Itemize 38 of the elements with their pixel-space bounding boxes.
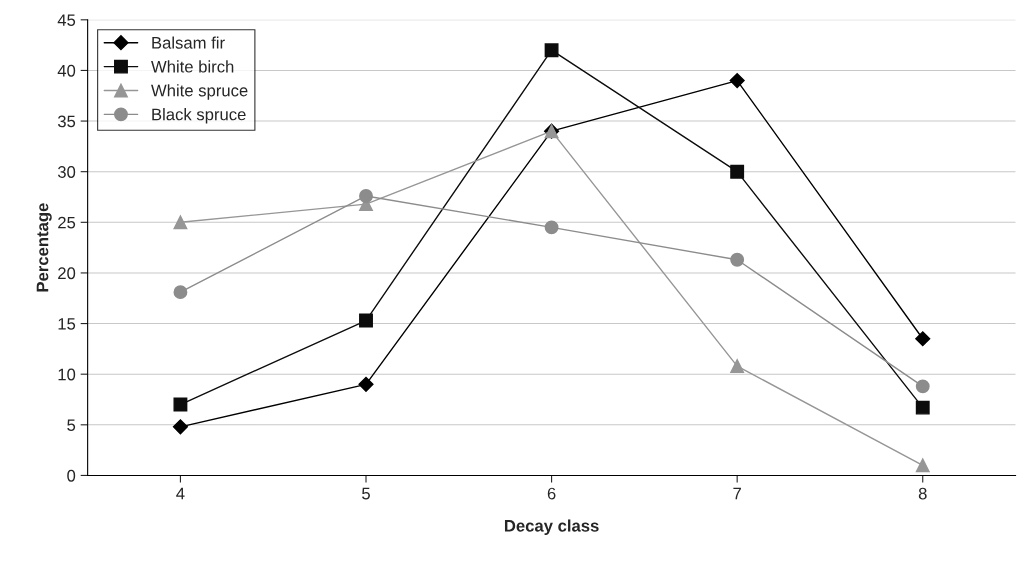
y-tick-label: 40 <box>57 64 76 77</box>
y-tick-label: 30 <box>57 166 76 178</box>
point <box>173 215 188 230</box>
point <box>544 220 559 235</box>
y-axis-title: Percentage <box>36 203 52 292</box>
x-tick-label: 8 <box>918 487 927 500</box>
point <box>915 400 930 415</box>
y-tick-label: 5 <box>67 419 76 432</box>
point <box>359 189 373 203</box>
point <box>729 72 745 89</box>
point <box>915 331 931 347</box>
legend-label: Black spruce <box>152 108 246 124</box>
point <box>359 313 373 328</box>
x-tick-label: 5 <box>362 487 370 500</box>
point <box>172 419 188 435</box>
y-tick-label: 35 <box>57 115 76 128</box>
x-tick-label: 7 <box>733 487 741 500</box>
point <box>730 164 745 179</box>
point <box>173 397 188 412</box>
y-tick-label: 25 <box>58 216 76 229</box>
point <box>915 458 930 473</box>
legend-label: White spruce <box>151 84 248 100</box>
point <box>730 359 745 374</box>
y-tick-label: 45 <box>57 14 76 27</box>
point <box>173 285 188 300</box>
point <box>358 376 374 392</box>
x-axis-title: Decay class <box>504 519 599 535</box>
x-tick-label: 6 <box>547 487 556 500</box>
y-tick-label: 10 <box>58 368 76 381</box>
point <box>730 252 745 267</box>
legend-label: White birch <box>151 60 234 73</box>
y-tick-label: 20 <box>58 267 76 280</box>
point <box>544 43 559 58</box>
point <box>915 379 930 394</box>
y-tick-label: 15 <box>58 318 76 330</box>
x-tick-label: 4 <box>176 487 185 500</box>
y-tick-label: 0 <box>67 469 76 482</box>
legend-label: Balsam fir <box>152 36 225 49</box>
